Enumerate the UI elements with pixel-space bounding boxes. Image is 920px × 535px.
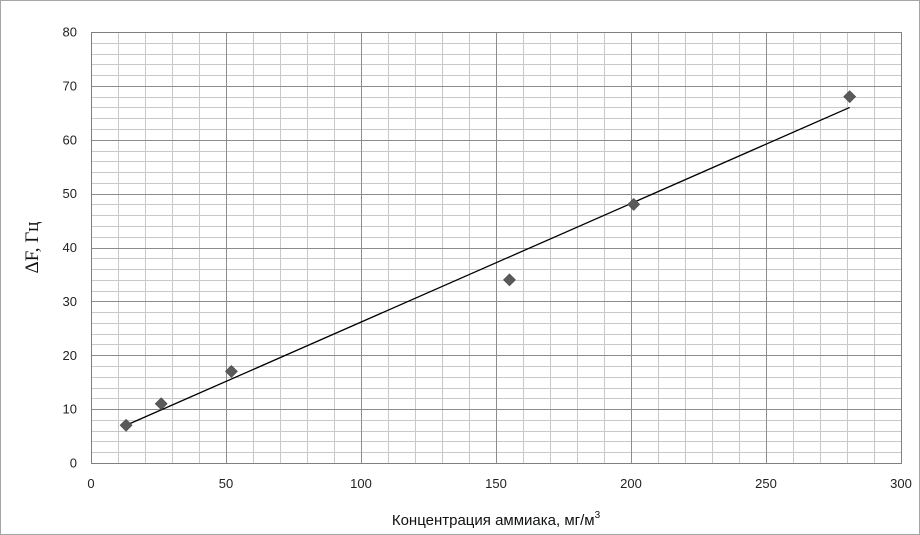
data-point-diamond (627, 197, 641, 211)
x-tick-label: 300 (890, 476, 912, 491)
y-tick-label: 30 (63, 294, 77, 309)
y-tick-label: 70 (63, 78, 77, 93)
y-tick-label: 60 (63, 132, 77, 147)
y-axis-title: ΔF, Гц (22, 222, 43, 274)
x-tick-label: 150 (485, 476, 507, 491)
data-point-diamond (154, 397, 168, 411)
tick-labels: 0 10 20 30 40 50 60 70 80 0 50 100 150 200 250 300 (63, 25, 912, 492)
data-point-diamond (224, 364, 238, 378)
x-axis-title-text: Концентрация аммиака, мг/м (392, 512, 595, 529)
y-tick-label: 40 (63, 240, 77, 255)
x-tick-label: 0 (87, 476, 94, 491)
x-tick-label: 50 (219, 476, 233, 491)
x-tick-label: 100 (350, 476, 372, 491)
y-tick-label: 20 (63, 348, 77, 363)
data-points (119, 90, 857, 432)
y-tick-label: 10 (63, 402, 77, 417)
x-tick-label: 200 (620, 476, 642, 491)
linear-trendline (125, 106, 850, 426)
y-tick-label: 80 (63, 25, 77, 40)
y-tick-label: 0 (70, 456, 77, 471)
data-point-diamond (119, 418, 133, 432)
x-axis-title-superscript: 3 (595, 510, 601, 521)
plot-area-frame (91, 32, 902, 464)
data-point-diamond (503, 273, 516, 287)
x-axis-title: Концентрация аммиака, мг/м3 (392, 510, 601, 529)
trendline-layer (125, 106, 850, 426)
y-tick-label: 50 (63, 186, 77, 201)
grid-layer (91, 32, 902, 464)
data-point-diamond (843, 90, 857, 104)
x-tick-label: 250 (755, 476, 777, 491)
